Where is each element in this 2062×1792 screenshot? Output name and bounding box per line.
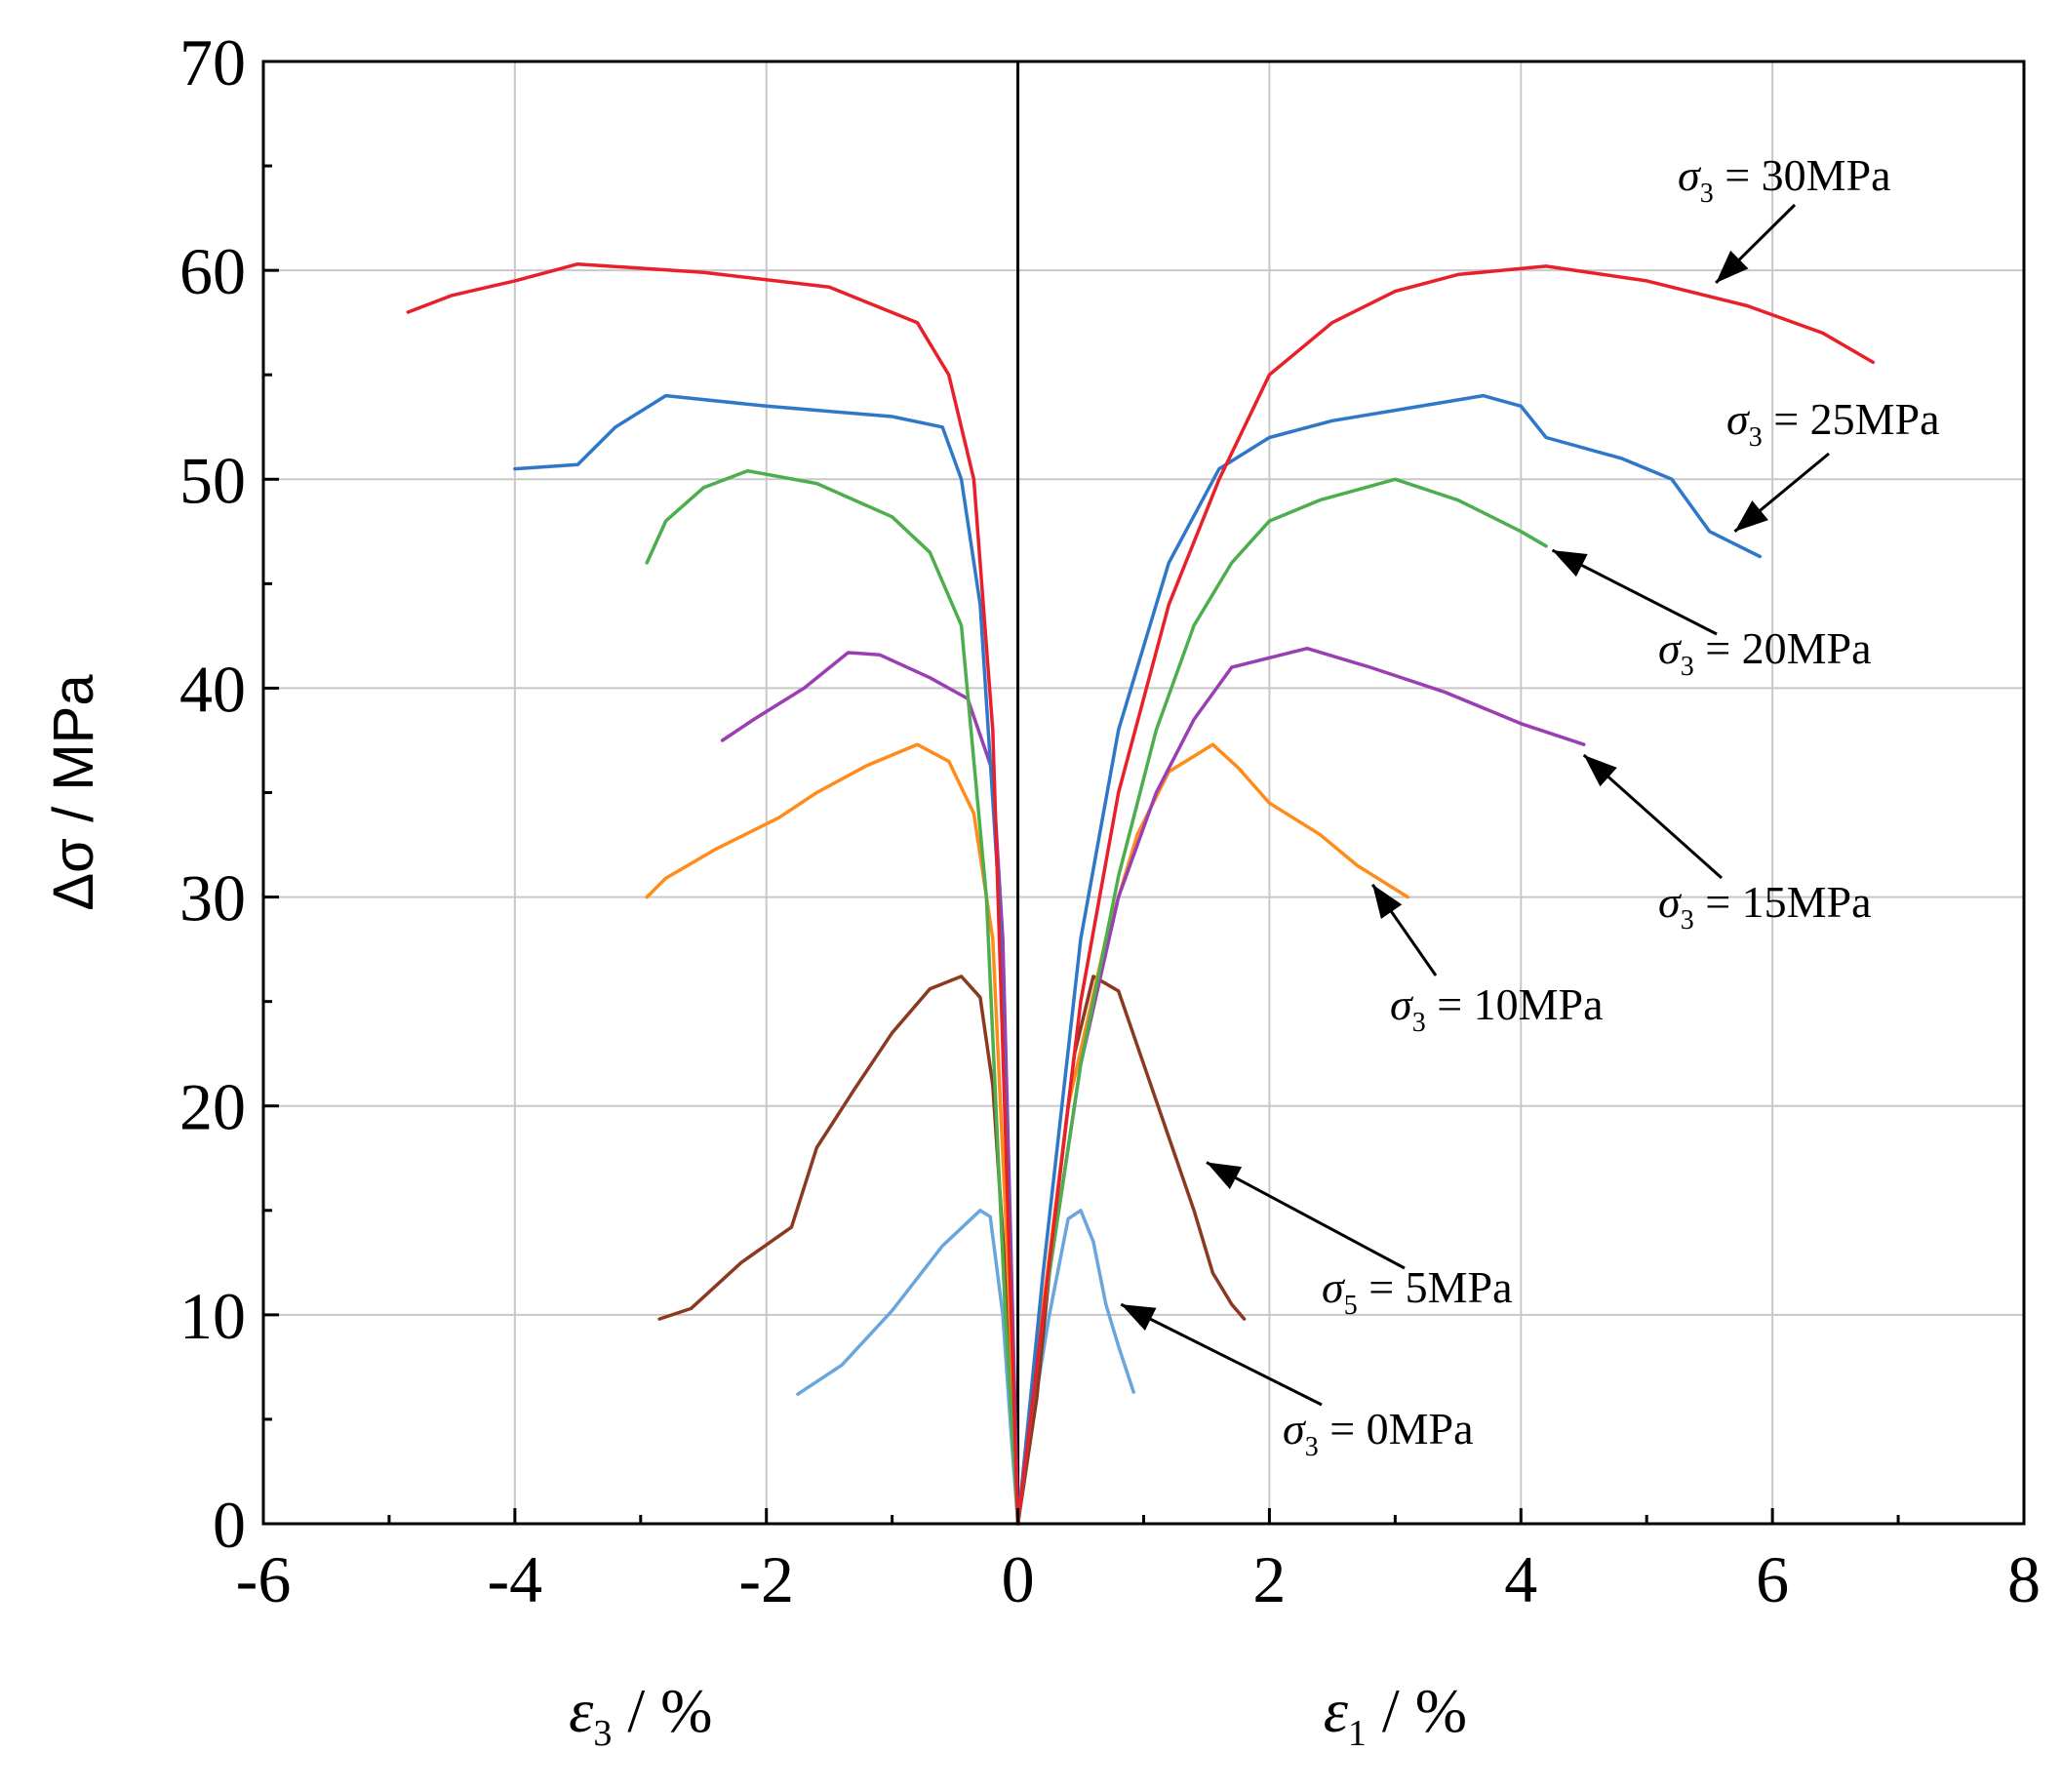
series-4 — [645, 468, 1548, 1526]
series-6 — [406, 261, 1876, 1526]
x-label-right-unit: / % — [1367, 1676, 1467, 1745]
series-label: σ3 = 25MPa — [1726, 394, 1940, 453]
label-symbol: σ — [1390, 979, 1414, 1029]
x-label-left-sub: 3 — [593, 1713, 612, 1754]
label-symbol: σ — [1678, 150, 1702, 200]
series-annotation: σ3 = 30MPa — [1678, 150, 1891, 285]
label-sub: 3 — [1412, 1008, 1426, 1038]
series-annotation: σ3 = 10MPa — [1370, 883, 1604, 1038]
x-label-right-sub: 1 — [1348, 1713, 1367, 1754]
series-line-right — [1015, 477, 1548, 1526]
x-label-left-symbol: ε — [569, 1676, 594, 1745]
series-annotation: σ5 = 5MPa — [1206, 1161, 1513, 1321]
x-tick-label: 2 — [1252, 1542, 1286, 1616]
axis-ticks: -6 -4 -2 0 2 4 6 8 0 10 20 30 40 50 60 70 — [179, 25, 2041, 1616]
label-rest: = 0MPa — [1319, 1404, 1474, 1454]
series-line-left — [406, 261, 1020, 1526]
annotation-arrow-head — [1121, 1304, 1157, 1331]
label-symbol: σ — [1658, 623, 1683, 673]
y-axis-label: Δσ / MPa — [42, 674, 105, 911]
series-label: σ5 = 5MPa — [1322, 1262, 1513, 1321]
series-annotation: σ3 = 0MPa — [1120, 1302, 1474, 1462]
annotation-arrow-head — [1206, 1162, 1243, 1190]
x-tick-label: -6 — [236, 1542, 292, 1616]
series-0 — [796, 1209, 1135, 1526]
series-label: σ3 = 20MPa — [1658, 623, 1872, 682]
label-rest: = 20MPa — [1694, 623, 1872, 673]
label-rest: = 15MPa — [1694, 877, 1872, 927]
label-sub: 3 — [1700, 179, 1714, 209]
series-3 — [720, 646, 1586, 1526]
label-symbol: σ — [1283, 1404, 1307, 1454]
series-line-left — [657, 975, 1020, 1526]
x-tick-label: -4 — [488, 1542, 543, 1616]
series-line-right — [1015, 646, 1586, 1526]
series-group — [406, 261, 1876, 1526]
label-sub: 3 — [1749, 422, 1763, 453]
label-rest: = 25MPa — [1763, 394, 1940, 444]
series-line-left — [645, 468, 1020, 1526]
label-rest: = 5MPa — [1358, 1262, 1513, 1312]
label-sub: 3 — [1681, 905, 1694, 936]
annotation-arrow-head — [1716, 250, 1749, 283]
y-tick-label: 40 — [179, 652, 246, 726]
y-tick-label: 10 — [179, 1279, 246, 1353]
y-tick-label: 50 — [179, 443, 246, 517]
y-tick-label: 20 — [179, 1070, 246, 1144]
series-annotation: σ3 = 25MPa — [1726, 394, 1940, 533]
plot-frame — [261, 60, 2026, 1526]
label-rest: = 10MPa — [1426, 979, 1604, 1029]
series-line-right — [1015, 393, 1763, 1526]
series-line-left — [796, 1209, 1020, 1526]
label-symbol: σ — [1726, 394, 1751, 444]
x-tick-label: 6 — [1756, 1542, 1789, 1616]
annotation-arrow-line — [1206, 1161, 1406, 1270]
annotation-arrow-line — [1120, 1302, 1323, 1407]
label-sub: 5 — [1344, 1291, 1358, 1321]
x-axis-label-left: ε3 / % — [569, 1676, 712, 1754]
x-axis-label-right: ε1 / % — [1324, 1676, 1467, 1754]
label-rest: = 30MPa — [1714, 150, 1891, 200]
y-tick-label: 60 — [179, 234, 246, 308]
series-label: σ3 = 15MPa — [1658, 877, 1872, 936]
series-label: σ3 = 0MPa — [1283, 1404, 1474, 1462]
series-1 — [657, 975, 1247, 1526]
annotation-arrow-head — [1734, 500, 1768, 532]
series-annotation: σ3 = 20MPa — [1551, 548, 1872, 682]
label-sub: 3 — [1681, 652, 1694, 682]
grid-lines — [262, 60, 2025, 1525]
series-line-left — [720, 651, 1020, 1526]
label-symbol: σ — [1658, 877, 1683, 927]
y-tick-label: 0 — [213, 1488, 246, 1562]
x-tick-label: 8 — [2007, 1542, 2041, 1616]
series-label: σ3 = 30MPa — [1678, 150, 1891, 209]
x-tick-label: 4 — [1504, 1542, 1537, 1616]
label-symbol: σ — [1322, 1262, 1346, 1312]
y-tick-label: 70 — [179, 25, 246, 100]
annotation-arrow-head — [1372, 884, 1403, 920]
series-label: σ3 = 10MPa — [1390, 979, 1604, 1038]
x-tick-label: -2 — [738, 1542, 794, 1616]
x-label-left-unit: / % — [612, 1676, 712, 1745]
label-sub: 3 — [1305, 1432, 1319, 1462]
series-annotation: σ3 = 15MPa — [1582, 753, 1872, 936]
annotation-arrow-head — [1583, 754, 1617, 787]
y-tick-label: 30 — [179, 861, 246, 936]
series-line-left — [645, 742, 1020, 1526]
x-tick-label: 0 — [1002, 1542, 1035, 1616]
series-line-right — [1015, 264, 1876, 1526]
x-label-right-symbol: ε — [1324, 1676, 1349, 1745]
annotation-arrow-head — [1552, 550, 1588, 577]
